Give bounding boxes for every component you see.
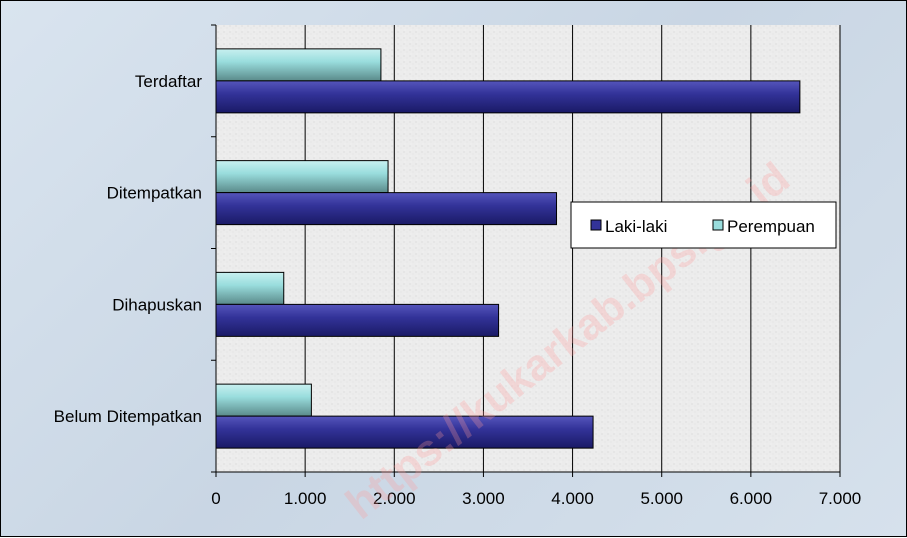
category-label-belum-ditempatkan: Belum Ditempatkan (54, 407, 202, 426)
x-tick-label-5: 5.000 (640, 489, 683, 508)
x-tick-label-0: 0 (211, 489, 220, 508)
legend-label-laki-laki: Laki-laki (605, 217, 667, 236)
bar-laki-laki-terdaftar (215, 80, 801, 114)
labels-layer: Terdaftar Ditempatkan Dihapuskan Belum Dite… (54, 72, 862, 508)
legend-label-perempuan: Perempuan (727, 217, 815, 236)
category-label-terdaftar: Terdaftar (135, 72, 202, 91)
x-tick-label-3: 3.000 (462, 489, 505, 508)
category-label-dihapuskan: Dihapuskan (112, 295, 202, 314)
axis-layer (211, 24, 841, 477)
legend-swatch-laki-laki (590, 219, 602, 231)
x-tick-label-7: 7.000 (819, 489, 862, 508)
x-tick-label-1: 1.000 (284, 489, 327, 508)
x-tick-label-2: 2.000 (373, 489, 416, 508)
x-tick-label-4: 4.000 (551, 489, 594, 508)
x-tick-label-6: 6.000 (730, 489, 773, 508)
bar-laki-laki-belum-ditempatkan (215, 415, 594, 449)
legend-swatch-perempuan (712, 219, 724, 231)
bar-laki-laki-dihapuskan (215, 303, 500, 337)
bars-layer (215, 48, 801, 449)
bar-perempuan-ditempatkan (215, 160, 389, 194)
category-label-ditempatkan: Ditempatkan (107, 184, 202, 203)
legend-box (570, 201, 837, 249)
bar-laki-laki-ditempatkan (215, 192, 558, 226)
bar-perempuan-belum-ditempatkan (215, 383, 312, 417)
bar-perempuan-terdaftar (215, 48, 382, 82)
bar-perempuan-dihapuskan (215, 271, 285, 305)
legend: Laki-laki Perempuan (570, 201, 837, 249)
